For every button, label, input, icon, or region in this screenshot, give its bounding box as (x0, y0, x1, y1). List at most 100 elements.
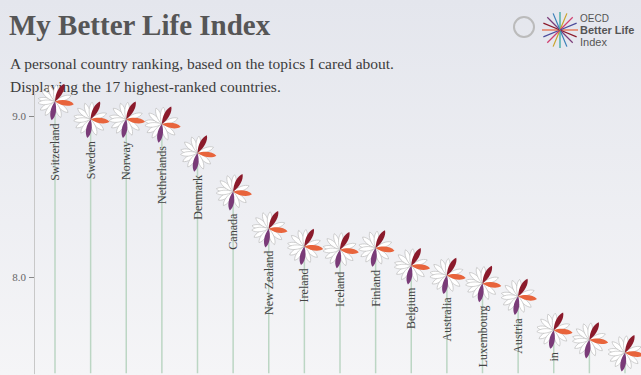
logo-ray (560, 30, 573, 43)
petal-topic (587, 321, 601, 341)
petal-topic (441, 275, 450, 295)
petal-topic (126, 117, 146, 125)
petal-topic (120, 119, 129, 139)
logo-ray (560, 30, 567, 47)
logo-ray (553, 13, 560, 30)
logo: OECDBetter LifeIndex (514, 12, 634, 48)
flower (323, 231, 359, 269)
petal-topic (90, 117, 110, 125)
petal-topic (302, 227, 316, 247)
y-axis: 8.0 9.0 (12, 84, 34, 374)
petal-topic (512, 296, 521, 316)
logo-ray (547, 30, 560, 43)
tick-label: 9.0 (12, 110, 26, 122)
plot (38, 84, 641, 374)
petal-topic (156, 124, 165, 144)
flower (216, 173, 252, 211)
petal-topic (625, 350, 641, 358)
petal-topic (482, 281, 502, 289)
petal-topic (405, 265, 414, 285)
x-labels: Switzerland Sweden Norway Netherlands Denmar… (48, 124, 561, 368)
flower (608, 334, 641, 372)
category-label: Canada (226, 213, 240, 250)
petal-topic (304, 244, 324, 252)
flower (109, 100, 145, 138)
petal-topic (159, 105, 173, 125)
petal-topic (444, 256, 458, 276)
petal-topic (268, 226, 288, 234)
logo-ray (560, 29, 578, 30)
logo-text: Better Life (580, 24, 634, 36)
petal-topic (53, 84, 67, 103)
flower (537, 311, 573, 349)
petal-topic (338, 231, 352, 251)
petal-topic (548, 330, 557, 350)
petal-topic (124, 100, 138, 120)
category-label: Sweden (84, 141, 98, 179)
petal-topic (340, 247, 360, 255)
flower (572, 321, 608, 359)
flower (501, 277, 537, 315)
petal-topic (375, 245, 395, 253)
logo-ray (559, 30, 560, 48)
logo-ray (543, 30, 560, 37)
petal-topic (446, 273, 466, 281)
tick-mark (29, 277, 34, 278)
petal-topic (553, 327, 573, 335)
category-label: Denmark (191, 175, 205, 220)
logo-text: Index (580, 36, 607, 48)
petal-topic (195, 134, 209, 154)
tick: 9.0 (12, 110, 34, 122)
petal-topic (551, 311, 565, 331)
category-label: New Zealand (262, 251, 276, 315)
category-label: Ireland (297, 268, 311, 302)
category-label: Iceland (333, 272, 347, 307)
petal-topic (233, 189, 253, 197)
category-label: Finland (369, 270, 383, 307)
petal-topic (518, 294, 538, 302)
petal-topic (480, 265, 494, 285)
flower (430, 256, 466, 294)
petal-topic (334, 249, 343, 269)
logo-emblem (514, 17, 534, 37)
petal-topic (55, 99, 75, 107)
tick-label: 8.0 (12, 271, 26, 283)
subtitle: A personal country ranking, based on the… (10, 55, 394, 72)
petal-topic (227, 191, 236, 211)
flower (145, 105, 181, 143)
petal-topic (516, 277, 530, 297)
category-label: Norway (119, 141, 133, 180)
petal-topic (411, 263, 431, 271)
petal-topic (197, 150, 217, 158)
category-label: Belgium (404, 287, 418, 329)
petal-topic (231, 173, 245, 193)
flower (394, 247, 430, 285)
petal-topic (88, 100, 102, 120)
petal-topic (583, 339, 592, 359)
flower (287, 227, 323, 265)
logo-ray (547, 17, 560, 30)
stem (304, 246, 306, 373)
category-label: Australia (440, 297, 454, 342)
category-label: Netherlands (155, 146, 169, 204)
category-label: Austria (511, 318, 525, 354)
category-label: Switzerland (48, 124, 62, 181)
category-label: in (547, 352, 561, 361)
flower (180, 134, 216, 172)
petal-topic (623, 334, 637, 354)
chart: My Better Life IndexA personal country r… (0, 0, 641, 375)
petal-topic (409, 247, 423, 267)
flower (465, 265, 501, 303)
petal-topic (370, 248, 379, 268)
petal-topic (373, 229, 387, 249)
background (0, 0, 641, 375)
logo-ray (542, 29, 560, 30)
petal-topic (161, 121, 181, 129)
flower (252, 210, 288, 248)
tick: 8.0 (12, 271, 34, 283)
logo-text: OECD (580, 13, 609, 24)
petal-topic (266, 210, 280, 230)
logo-ray (560, 17, 573, 30)
petal-topic (49, 101, 58, 121)
logo-ray (559, 12, 560, 30)
